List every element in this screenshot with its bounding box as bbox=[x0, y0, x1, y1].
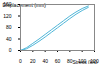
svg-text:60: 60 bbox=[55, 58, 61, 64]
svg-text:0: 0 bbox=[9, 47, 12, 53]
svg-text:Stress (kN): Stress (kN) bbox=[73, 59, 98, 64]
svg-text:40: 40 bbox=[42, 58, 48, 64]
svg-text:120: 120 bbox=[3, 13, 12, 19]
svg-text:0: 0 bbox=[19, 58, 22, 64]
svg-text:20: 20 bbox=[30, 58, 36, 64]
svg-text:80: 80 bbox=[6, 24, 12, 30]
svg-text:40: 40 bbox=[6, 36, 12, 42]
svg-text:Displacement (mm): Displacement (mm) bbox=[3, 2, 47, 8]
